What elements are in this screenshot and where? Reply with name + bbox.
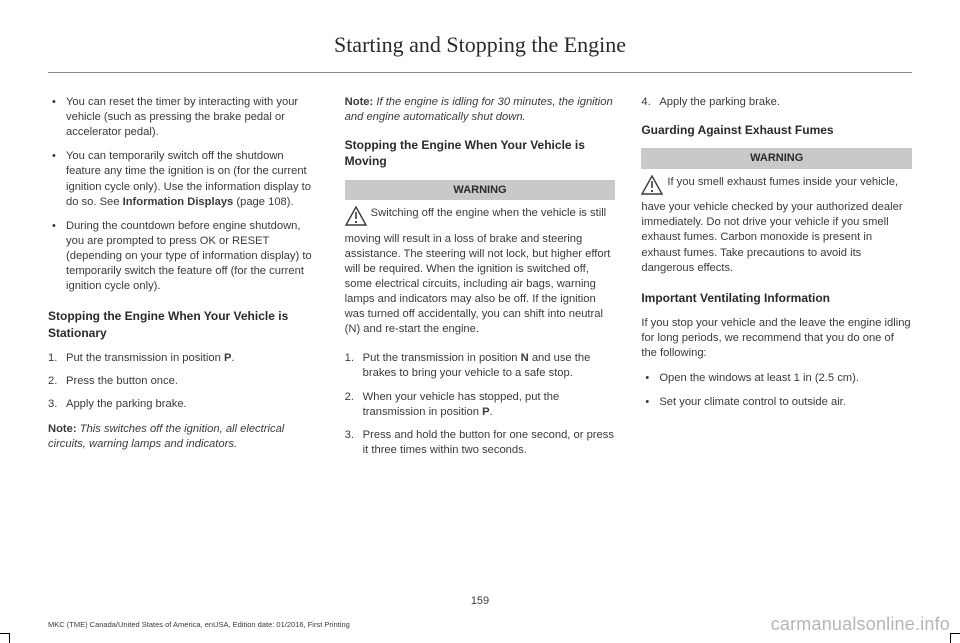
text: You can reset the timer by interacting w… bbox=[66, 96, 298, 138]
warning-icon bbox=[345, 206, 367, 231]
list-item: 4. Apply the parking brake. bbox=[641, 95, 912, 110]
text: During the countdown before engine shutd… bbox=[66, 220, 312, 292]
text: If you smell exhaust fumes inside your v… bbox=[641, 176, 902, 274]
list-item: Set your climate control to outside air. bbox=[641, 395, 912, 410]
step-number: 1. bbox=[345, 351, 354, 366]
list-item: 2. When your vehicle has stopped, put the… bbox=[345, 390, 616, 420]
text: Open the windows at least 1 in (2.5 cm). bbox=[659, 372, 859, 384]
text: (page 108). bbox=[233, 196, 293, 208]
warning-block: WARNING If you smell exhaust fumes insid… bbox=[641, 148, 912, 276]
note-label: Note: bbox=[345, 96, 374, 108]
fine-print: MKC (TME) Canada/United States of Americ… bbox=[48, 620, 350, 629]
subheading: Important Ventilating Information bbox=[641, 290, 912, 306]
text-bold: P bbox=[482, 406, 489, 418]
watermark: carmanualsonline.info bbox=[771, 614, 950, 635]
list-item: 3. Press and hold the button for one seco… bbox=[345, 428, 616, 458]
text: . bbox=[490, 406, 493, 418]
list-item: 1.Put the transmission in position P. bbox=[48, 351, 319, 366]
step-number: 3. bbox=[345, 428, 354, 443]
bullet-list: You can reset the timer by interacting w… bbox=[48, 95, 319, 294]
column-3: 4. Apply the parking brake. Guarding Agai… bbox=[641, 95, 912, 468]
list-item: Open the windows at least 1 in (2.5 cm). bbox=[641, 371, 912, 386]
numbered-list: 4. Apply the parking brake. bbox=[641, 95, 912, 110]
text: Switching off the engine when the vehicl… bbox=[345, 207, 611, 335]
warning-bar: WARNING bbox=[641, 148, 912, 169]
subheading: Stopping the Engine When Your Vehicle is… bbox=[345, 137, 616, 169]
note-body: If the engine is idling for 30 minutes, … bbox=[345, 96, 613, 123]
note: Note: If the engine is idling for 30 min… bbox=[345, 95, 616, 125]
link-text: Information Displays bbox=[123, 196, 234, 208]
crop-mark-left bbox=[0, 633, 10, 643]
warning-icon bbox=[641, 175, 663, 200]
step-number: 3. bbox=[48, 397, 57, 412]
text: Press the button once. bbox=[66, 375, 178, 387]
subheading: Guarding Against Exhaust Fumes bbox=[641, 122, 912, 138]
warning-text: If you smell exhaust fumes inside your v… bbox=[641, 175, 912, 276]
text: Set your climate control to outside air. bbox=[659, 396, 846, 408]
text: Press and hold the button for one second… bbox=[363, 429, 614, 456]
text: Apply the parking brake. bbox=[66, 398, 187, 410]
content-columns: You can reset the timer by interacting w… bbox=[48, 95, 912, 468]
numbered-list: 1.Put the transmission in position P. 2.… bbox=[48, 351, 319, 412]
text: Apply the parking brake. bbox=[659, 96, 780, 108]
text: . bbox=[231, 352, 234, 364]
step-number: 2. bbox=[48, 374, 57, 389]
text: Put the transmission in position bbox=[363, 352, 521, 364]
text: Put the transmission in position bbox=[66, 352, 224, 364]
note: Note: This switches off the ignition, al… bbox=[48, 422, 319, 452]
list-item: 2. Press the button once. bbox=[48, 374, 319, 389]
list-item: You can temporarily switch off the shutd… bbox=[48, 149, 319, 209]
list-item: During the countdown before engine shutd… bbox=[48, 219, 319, 295]
page-number: 159 bbox=[0, 595, 960, 607]
paragraph: If you stop your vehicle and the leave t… bbox=[641, 316, 912, 361]
warning-block: WARNING Switching off the engine when th… bbox=[345, 180, 616, 338]
list-item: You can reset the timer by interacting w… bbox=[48, 95, 319, 140]
step-number: 2. bbox=[345, 390, 354, 405]
subheading: Stopping the Engine When Your Vehicle is… bbox=[48, 308, 319, 340]
list-item: 3. Apply the parking brake. bbox=[48, 397, 319, 412]
column-1: You can reset the timer by interacting w… bbox=[48, 95, 319, 468]
note-label: Note: bbox=[48, 423, 77, 435]
numbered-list: 1.Put the transmission in position N and… bbox=[345, 351, 616, 458]
column-2: Note: If the engine is idling for 30 min… bbox=[345, 95, 616, 468]
step-number: 4. bbox=[641, 95, 650, 110]
text: When your vehicle has stopped, put the t… bbox=[363, 391, 560, 418]
step-number: 1. bbox=[48, 351, 57, 366]
text-bold: N bbox=[521, 352, 529, 364]
crop-mark-right bbox=[950, 633, 960, 643]
bullet-list: Open the windows at least 1 in (2.5 cm).… bbox=[641, 371, 912, 410]
warning-text: Switching off the engine when the vehicl… bbox=[345, 206, 616, 337]
note-body: This switches off the ignition, all elec… bbox=[48, 423, 284, 450]
page-title: Starting and Stopping the Engine bbox=[48, 32, 912, 72]
warning-bar: WARNING bbox=[345, 180, 616, 201]
list-item: 1.Put the transmission in position N and… bbox=[345, 351, 616, 381]
title-rule bbox=[48, 72, 912, 73]
